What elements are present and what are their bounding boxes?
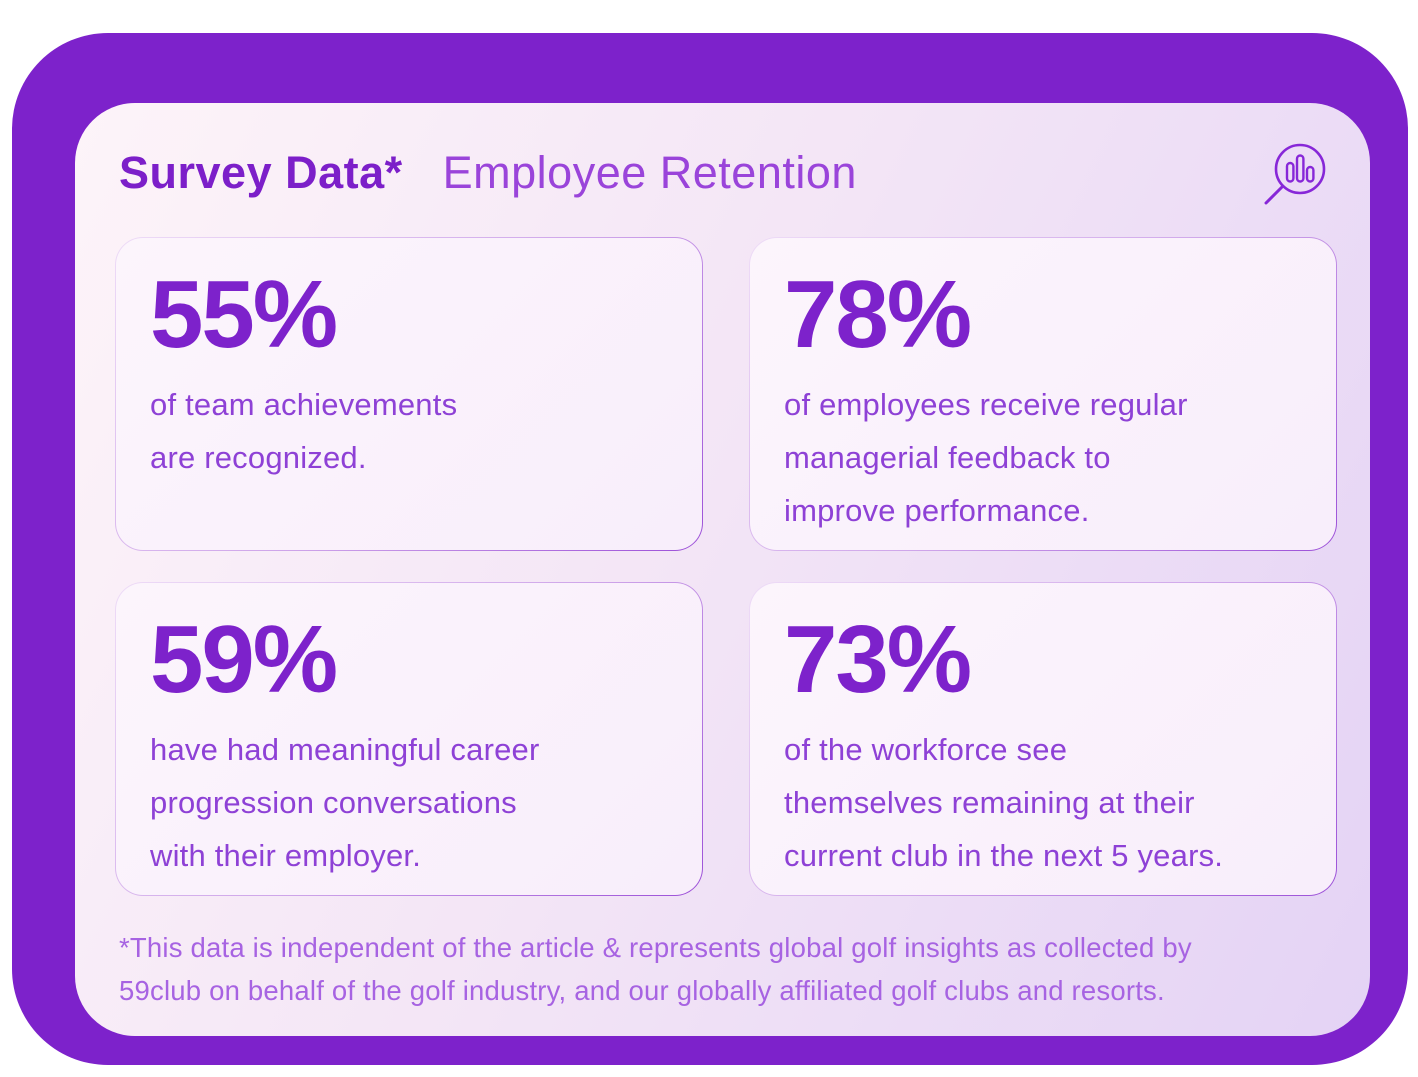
page-subtitle: Employee Retention — [442, 147, 857, 198]
magnifier-bar-chart-icon — [1261, 136, 1331, 210]
stat-card-team-achievements: 55% of team achievements are recognized. — [115, 237, 703, 551]
stat-value: 55% — [150, 261, 338, 368]
stat-value: 73% — [784, 606, 972, 713]
stat-description: of team achievements are recognized. — [150, 386, 458, 476]
stat-card-grid: 55% of team achievements are recognized.… — [115, 237, 1337, 896]
infographic-panel: Survey Data* Employee Retention 55% of t… — [75, 103, 1370, 1036]
stat-value: 78% — [784, 261, 972, 368]
stat-card-managerial-feedback: 78% of employees receive regular manager… — [749, 237, 1337, 551]
stat-description: of employees receive regular managerial … — [784, 386, 1188, 529]
page-title: Survey Data* — [119, 147, 403, 198]
data-source-footnote: *This data is independent of the article… — [119, 932, 1192, 1007]
stat-card-career-progression: 59% have had meaningful career progressi… — [115, 582, 703, 896]
outer-purple-frame: Survey Data* Employee Retention 55% of t… — [12, 33, 1408, 1065]
stat-value: 59% — [150, 606, 338, 713]
panel-header: Survey Data* Employee Retention — [119, 147, 857, 199]
stat-description: have had meaningful career progression c… — [150, 731, 540, 874]
stat-description: of the workforce see themselves remainin… — [784, 731, 1224, 874]
stat-card-workforce-retention: 73% of the workforce see themselves rema… — [749, 582, 1337, 896]
